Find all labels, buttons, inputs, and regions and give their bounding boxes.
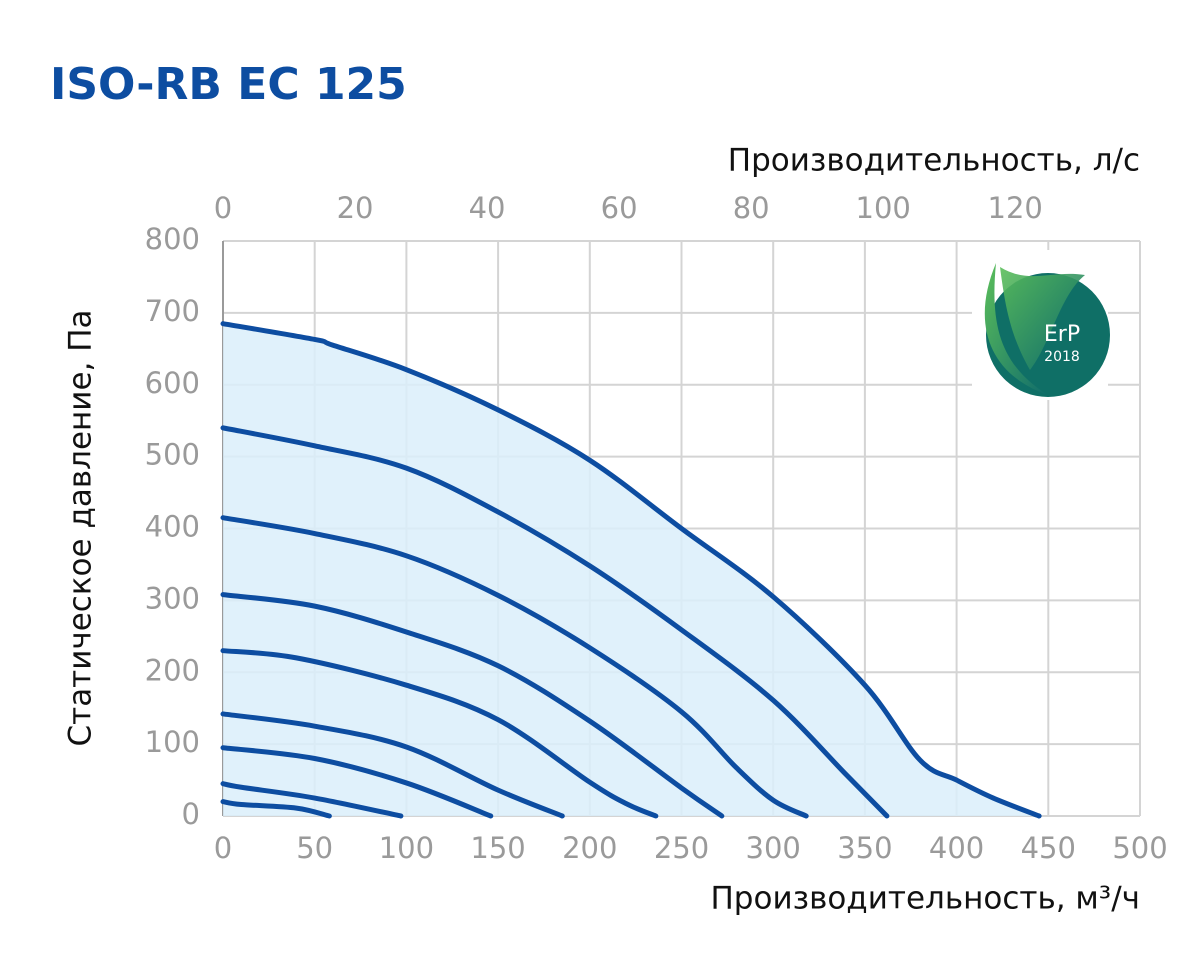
x2-tick-label: 60	[601, 191, 638, 225]
curve	[220, 711, 565, 819]
y-tick-label: 500	[145, 438, 200, 472]
curve	[220, 425, 890, 819]
y-tick-label: 400	[145, 510, 200, 544]
area	[223, 323, 1040, 816]
x2-axis-title: Производительность, л/с	[728, 143, 1140, 179]
curve	[220, 781, 404, 819]
curve	[220, 799, 332, 819]
x-tick-label: 400	[929, 831, 984, 865]
x2-tick-label: 40	[469, 191, 506, 225]
x2-tick-label: 0	[214, 191, 232, 225]
x2-tick-label: 80	[733, 191, 770, 225]
y-tick-label: 600	[145, 366, 200, 400]
x-tick-label: 450	[1021, 831, 1076, 865]
x-axis-title: Производительность, м³/ч	[710, 881, 1140, 917]
x-tick-label: 300	[746, 831, 801, 865]
y-tick-label: 0	[182, 797, 200, 831]
x-tick-label: 200	[562, 831, 617, 865]
x-tick-label: 250	[654, 831, 709, 865]
x-tick-label: 350	[837, 831, 892, 865]
curve	[220, 515, 809, 819]
x2-tick-label: 120	[988, 191, 1043, 225]
badge-year: 2018	[1044, 349, 1080, 365]
y-tick-label: 200	[145, 653, 200, 687]
x2-tick-label: 20	[337, 191, 374, 225]
badge-leaf	[984, 263, 1048, 395]
y-axis-title: Статическое давление, Па	[63, 309, 99, 746]
y-tick-label: 100	[145, 725, 200, 759]
x-tick-label: 100	[379, 831, 434, 865]
curve	[220, 745, 494, 819]
x-tick-label: 50	[296, 831, 333, 865]
x-tick-label: 0	[214, 831, 232, 865]
x2-tick-label: 100	[856, 191, 911, 225]
chart-title: ISO-RB EC 125	[50, 59, 407, 110]
x-tick-label: 150	[470, 831, 525, 865]
curve	[220, 648, 659, 819]
badge-leaf	[1000, 267, 1085, 370]
erp-badge: ErP 2018	[972, 250, 1110, 400]
y-tick-label: 700	[145, 294, 200, 328]
x-tick-label: 500	[1112, 831, 1167, 865]
curve	[220, 592, 725, 819]
y-tick-label: 800	[145, 222, 200, 256]
badge-label: ErP	[1044, 322, 1080, 347]
y-tick-label: 300	[145, 581, 200, 615]
plot	[220, 321, 1042, 819]
curve	[220, 321, 1042, 819]
